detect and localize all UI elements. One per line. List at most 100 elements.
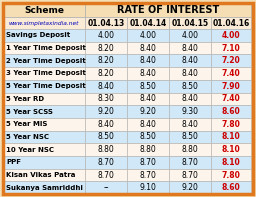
Bar [85, 3, 251, 17]
Bar [127, 17, 169, 29]
Bar [169, 42, 211, 54]
Bar [85, 131, 127, 143]
Text: 8.40: 8.40 [140, 94, 156, 103]
Text: 8.60: 8.60 [222, 107, 240, 116]
Text: 10 Year NSC: 10 Year NSC [6, 147, 54, 153]
Text: 8.20: 8.20 [98, 56, 114, 65]
Text: 2 Year Time Deposit: 2 Year Time Deposit [6, 58, 86, 64]
Bar [211, 169, 251, 181]
Text: 8.50: 8.50 [140, 132, 156, 141]
Bar [3, 181, 85, 194]
Text: 8.70: 8.70 [98, 171, 114, 179]
Bar [211, 143, 251, 156]
Bar [211, 80, 251, 93]
Text: 9.20: 9.20 [182, 183, 198, 192]
Bar [85, 54, 127, 67]
Bar [211, 67, 251, 80]
Text: 8.50: 8.50 [182, 132, 198, 141]
Text: 8.40: 8.40 [182, 44, 198, 53]
Bar [3, 3, 85, 17]
Text: 8.40: 8.40 [140, 44, 156, 53]
Bar [127, 118, 169, 131]
Bar [85, 169, 127, 181]
Bar [3, 118, 85, 131]
Bar [169, 169, 211, 181]
Text: 7.80: 7.80 [221, 120, 240, 129]
Bar [3, 143, 85, 156]
Bar [169, 93, 211, 105]
Bar [211, 156, 251, 169]
Text: Savings Deposit: Savings Deposit [6, 32, 70, 38]
Bar [127, 67, 169, 80]
Bar [85, 93, 127, 105]
Text: 8.40: 8.40 [140, 120, 156, 129]
Text: PPF: PPF [6, 159, 21, 165]
Bar [3, 80, 85, 93]
Bar [127, 54, 169, 67]
Text: 5 Year SCSS: 5 Year SCSS [6, 109, 53, 114]
Text: 8.80: 8.80 [182, 145, 198, 154]
Bar [127, 42, 169, 54]
Text: 8.30: 8.30 [98, 94, 114, 103]
Bar [3, 169, 85, 181]
Text: 1 Year Time Deposit: 1 Year Time Deposit [6, 45, 86, 51]
Text: 4.00: 4.00 [182, 31, 198, 40]
Text: 01.04.15: 01.04.15 [172, 19, 209, 28]
Bar [3, 67, 85, 80]
Text: 01.04.14: 01.04.14 [129, 19, 167, 28]
Bar [85, 156, 127, 169]
Bar [211, 29, 251, 42]
Text: 4.00: 4.00 [98, 31, 114, 40]
Text: 5 Year MIS: 5 Year MIS [6, 121, 47, 127]
Bar [169, 54, 211, 67]
Text: 8.70: 8.70 [98, 158, 114, 167]
Bar [127, 156, 169, 169]
Bar [211, 54, 251, 67]
Text: 7.20: 7.20 [222, 56, 240, 65]
Text: 01.04.13: 01.04.13 [87, 19, 125, 28]
Bar [85, 181, 127, 194]
Bar [3, 105, 85, 118]
Bar [85, 67, 127, 80]
Bar [211, 131, 251, 143]
Bar [3, 131, 85, 143]
Bar [85, 118, 127, 131]
Text: 7.40: 7.40 [222, 94, 240, 103]
Text: 9.20: 9.20 [98, 107, 114, 116]
Text: 8.60: 8.60 [222, 183, 240, 192]
Text: 8.40: 8.40 [140, 56, 156, 65]
Text: 3 Year Time Deposit: 3 Year Time Deposit [6, 71, 86, 76]
Bar [169, 118, 211, 131]
Bar [127, 93, 169, 105]
Text: 8.40: 8.40 [182, 69, 198, 78]
Bar [211, 17, 251, 29]
Text: Kisan Vikas Patra: Kisan Vikas Patra [6, 172, 75, 178]
Bar [85, 105, 127, 118]
Text: 5 Year RD: 5 Year RD [6, 96, 44, 102]
Bar [169, 143, 211, 156]
Text: 5 Year NSC: 5 Year NSC [6, 134, 49, 140]
Text: 8.40: 8.40 [98, 120, 114, 129]
Text: 8.10: 8.10 [222, 132, 240, 141]
Bar [3, 17, 85, 29]
Text: 8.40: 8.40 [182, 56, 198, 65]
Bar [169, 67, 211, 80]
Bar [211, 181, 251, 194]
Text: 4.00: 4.00 [140, 31, 156, 40]
Bar [3, 42, 85, 54]
Bar [85, 80, 127, 93]
Bar [127, 29, 169, 42]
Text: www.simpletaxindia.net: www.simpletaxindia.net [9, 20, 79, 25]
Text: 9.20: 9.20 [140, 107, 156, 116]
Bar [211, 118, 251, 131]
Text: 8.70: 8.70 [182, 171, 198, 179]
Text: 8.50: 8.50 [140, 82, 156, 91]
Bar [169, 29, 211, 42]
Text: 8.40: 8.40 [140, 69, 156, 78]
Text: Scheme: Scheme [24, 6, 64, 15]
Bar [169, 17, 211, 29]
Bar [127, 105, 169, 118]
Text: 8.40: 8.40 [98, 82, 114, 91]
Bar [127, 181, 169, 194]
Bar [127, 131, 169, 143]
